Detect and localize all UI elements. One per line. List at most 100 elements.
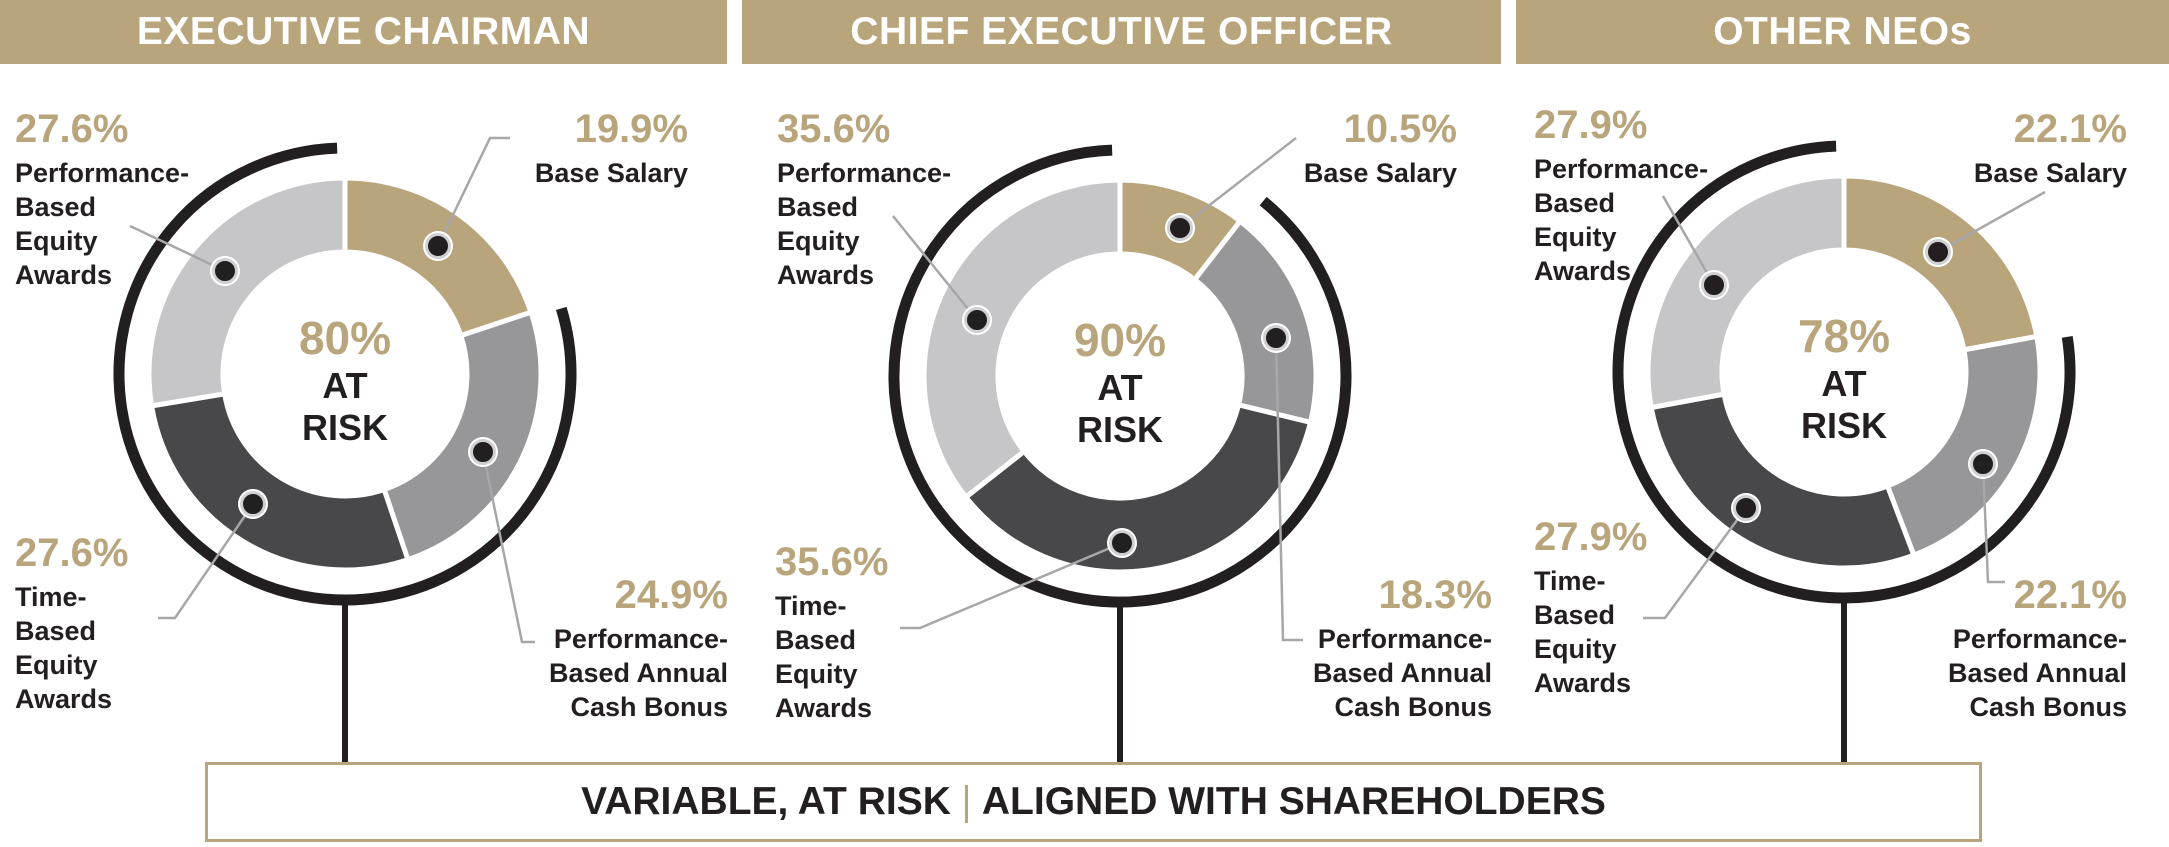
data-label-percent: 22.1% (2014, 573, 2127, 617)
data-label-name: Performance- (1534, 154, 1708, 184)
data-label-percent: 22.1% (2014, 107, 2127, 151)
leader-line (158, 503, 255, 620)
donut-slice (1648, 391, 1918, 571)
data-label-name: Equity (15, 650, 98, 680)
leader-line (129, 224, 226, 273)
donut-slice (1645, 173, 1847, 411)
marker-dot (1925, 239, 1951, 265)
data-label-name: Awards (15, 260, 112, 290)
data-label-percent: 24.9% (615, 573, 728, 617)
marker-dot (1263, 325, 1289, 351)
data-label-percent: 18.3% (1379, 573, 1492, 617)
leader-line (1643, 507, 1748, 620)
data-label-name: Performance- (15, 158, 189, 188)
leader-line (436, 136, 510, 247)
marker-dot (964, 307, 990, 333)
marker-dot (1701, 272, 1727, 298)
data-label-name: Base Salary (1304, 158, 1457, 188)
marker-dot (1167, 215, 1193, 241)
marker-dot (470, 439, 496, 465)
center-at: AT (322, 365, 367, 406)
data-label-name: Awards (1534, 668, 1631, 698)
data-label-name: Equity (1534, 222, 1617, 252)
data-label-percent: 27.9% (1534, 103, 1647, 147)
marker-dot (212, 258, 238, 284)
marker-dot (425, 233, 451, 259)
center-at: AT (1097, 367, 1142, 408)
data-label-percent: 27.6% (15, 107, 128, 151)
data-label-name: Equity (15, 226, 98, 256)
footer-banner: VARIABLE, AT RISK ALIGNED WITH SHAREHOLD… (205, 762, 1982, 842)
leader-line (1274, 337, 1303, 642)
donut-slice (146, 175, 348, 409)
footer-left-text: VARIABLE, AT RISK (581, 780, 951, 823)
data-label-name: Based (1534, 188, 1615, 218)
stem-line (1841, 596, 1847, 762)
at-risk-arc (1612, 140, 2076, 604)
marker-dot (1109, 530, 1135, 556)
data-label-name: Awards (1534, 256, 1631, 286)
data-label-name: Based Annual (1948, 658, 2127, 688)
center-percent: 80% (299, 312, 391, 364)
center-risk: RISK (302, 407, 388, 448)
marker-dot (1733, 495, 1759, 521)
data-label-name: Time- (775, 591, 847, 621)
center-risk: RISK (1077, 409, 1163, 450)
donut-slice (921, 177, 1123, 501)
data-label-name: Performance- (777, 158, 951, 188)
center-at: AT (1821, 363, 1866, 404)
data-label-name: Based (775, 625, 856, 655)
leader-line (892, 215, 978, 321)
data-label-name: Cash Bonus (1334, 692, 1492, 722)
center-risk: RISK (1801, 405, 1887, 446)
footer-right-text: ALIGNED WITH SHAREHOLDERS (981, 780, 1606, 823)
at-risk-arc (113, 142, 577, 606)
header-other-neos: OTHER NEOs (1516, 0, 2169, 64)
data-label-name: Cash Bonus (570, 692, 728, 722)
data-label-name: Based (15, 616, 96, 646)
data-label-name: Equity (777, 226, 860, 256)
donut-slice (1884, 333, 2043, 559)
center-percent: 90% (1074, 314, 1166, 366)
data-label-name: Base Salary (1974, 158, 2127, 188)
data-label-name: Performance- (1318, 624, 1492, 654)
at-risk-arc (888, 144, 1352, 608)
data-label-name: Base Salary (535, 158, 688, 188)
data-label-name: Based Annual (1313, 658, 1492, 688)
data-label-percent: 27.6% (15, 531, 128, 575)
leader-line (1937, 190, 2046, 254)
data-label-percent: 27.9% (1534, 515, 1647, 559)
header-executive-chairman: EXECUTIVE CHAIRMAN (0, 0, 727, 64)
header-chief-executive-officer: CHIEF EXECUTIVE OFFICER (742, 0, 1501, 64)
leader-line (1981, 463, 2005, 584)
data-label-name: Equity (1534, 634, 1617, 664)
donut-slice (148, 390, 412, 573)
leader-line (1661, 195, 1716, 286)
center-percent: 78% (1798, 310, 1890, 362)
data-label-name: Awards (15, 684, 112, 714)
data-label-percent: 35.6% (777, 107, 890, 151)
data-label-name: Equity (775, 659, 858, 689)
data-label-percent: 10.5% (1344, 107, 1457, 151)
data-label-name: Awards (777, 260, 874, 290)
data-label-name: Awards (775, 693, 872, 723)
marker-dot (1970, 451, 1996, 477)
leader-line (1179, 137, 1297, 229)
data-label-name: Performance- (554, 624, 728, 654)
leader-line (900, 541, 1123, 630)
stem-line (342, 598, 348, 762)
donut-slice (962, 401, 1314, 575)
data-label-name: Performance- (1953, 624, 2127, 654)
data-label-name: Based (777, 192, 858, 222)
data-label-name: Based (15, 192, 96, 222)
data-label-name: Based (1534, 600, 1615, 630)
marker-dot (240, 491, 266, 517)
data-label-name: Based Annual (549, 658, 728, 688)
data-label-name: Cash Bonus (1969, 692, 2127, 722)
data-label-name: Time- (1534, 566, 1606, 596)
